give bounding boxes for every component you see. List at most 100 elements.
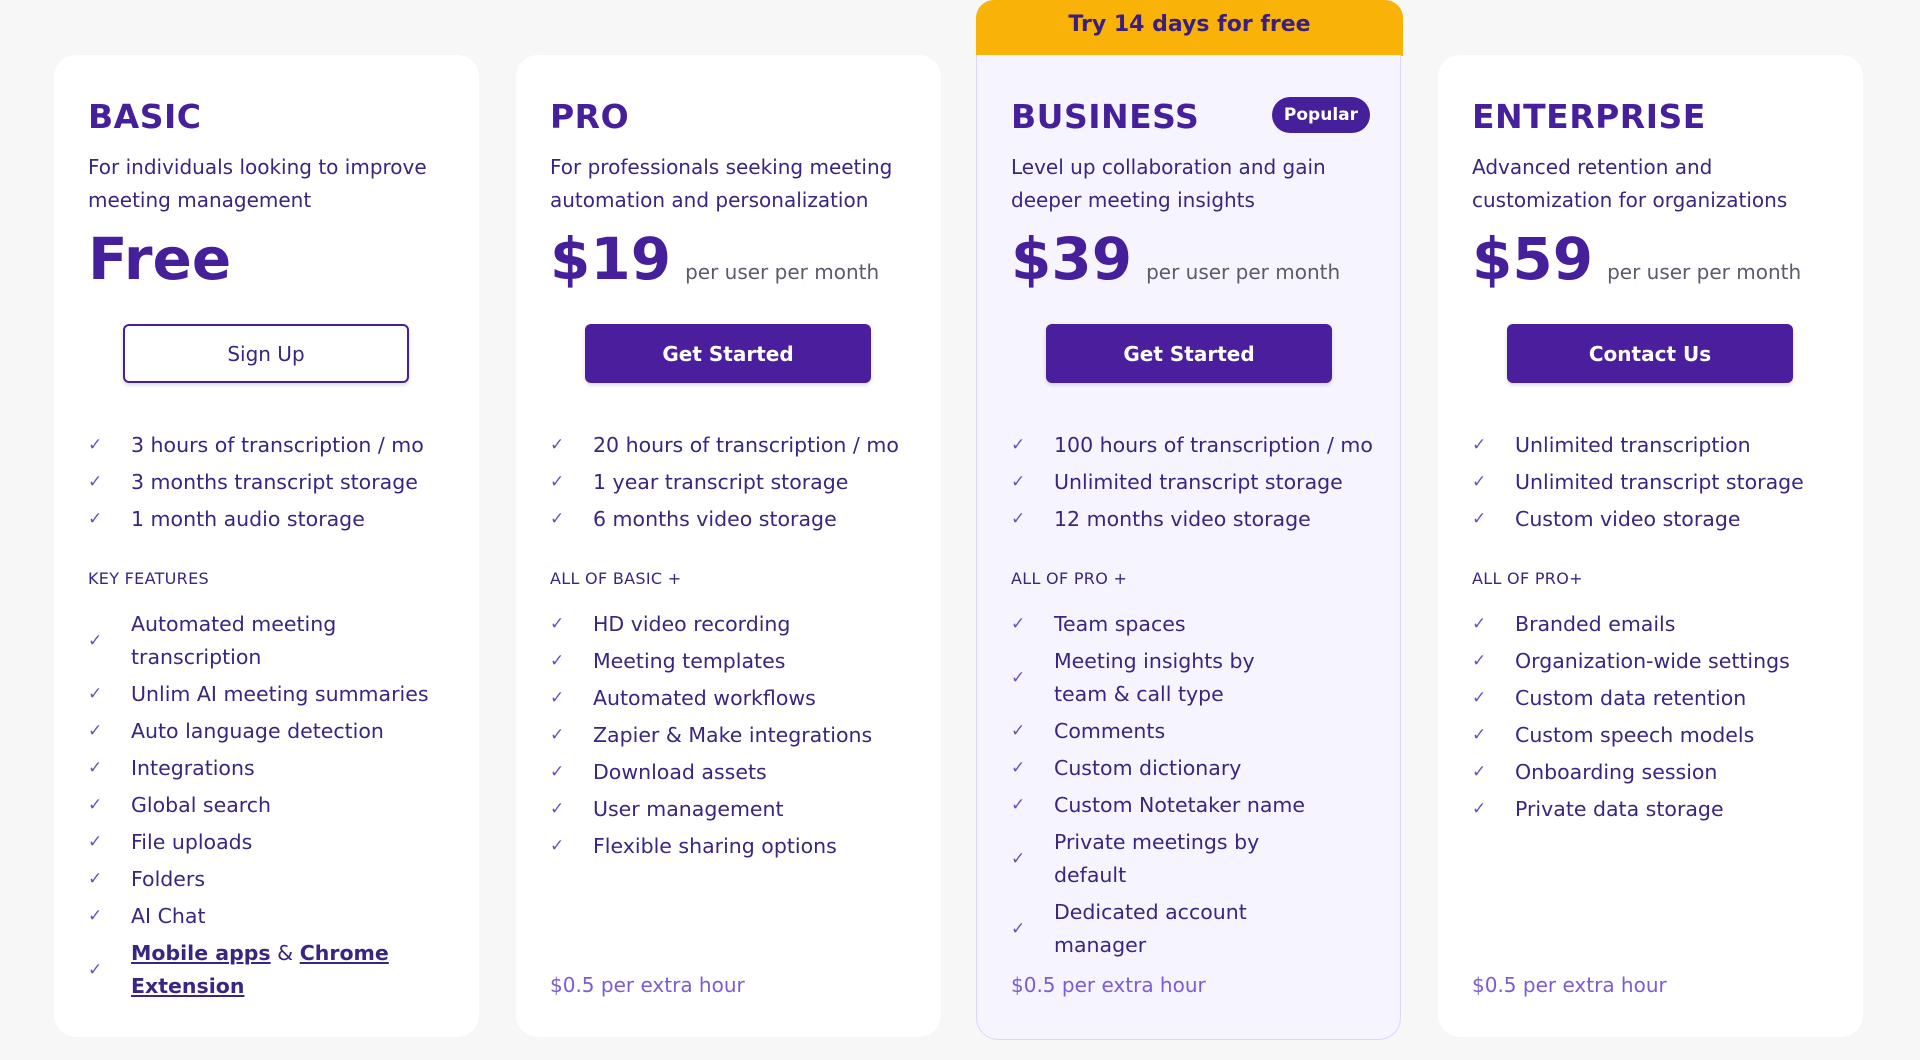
plan-title: BUSINESS <box>1011 97 1200 136</box>
feature-list: ✓ Branded emails ✓ Organization-wide settin… <box>1472 606 1862 828</box>
check-icon: ✓ <box>1011 614 1026 634</box>
check-icon: ✓ <box>550 762 565 782</box>
list-item: ✓ Meeting insights by team & call type <box>1011 643 1401 713</box>
plan-price: $19 per user per month <box>550 225 879 293</box>
plan-limits: ✓ 20 hours of transcription / mo ✓ 1 year t… <box>550 427 940 538</box>
list-item: ✓ Custom speech models <box>1472 717 1862 754</box>
list-item: ✓ 12 months video storage <box>1011 501 1401 538</box>
list-item: ✓ Onboarding session <box>1472 754 1862 791</box>
contact-us-button[interactable]: Contact Us <box>1507 324 1793 383</box>
limit-text: Custom video storage <box>1515 507 1741 531</box>
check-icon: ✓ <box>88 509 103 529</box>
feature-text: AI Chat <box>131 904 206 928</box>
list-item: ✓ File uploads <box>88 824 478 861</box>
plan-description: Advanced retention and customization for… <box>1472 155 1788 212</box>
check-icon: ✓ <box>1011 795 1026 815</box>
feature-text: Integrations <box>131 756 255 780</box>
check-icon: ✓ <box>550 725 565 745</box>
check-icon: ✓ <box>88 795 103 815</box>
feature-text: Custom Notetaker name <box>1054 793 1306 817</box>
plan-card-business: BUSINESS Popular Level up collaboration an… <box>976 55 1401 1040</box>
check-icon: ✓ <box>550 836 565 856</box>
check-icon: ✓ <box>88 435 103 455</box>
list-item: ✓ Private meetings by default <box>1011 824 1401 894</box>
feature-text: Unlim AI meeting summaries <box>131 682 429 706</box>
check-icon: ✓ <box>88 472 103 492</box>
feature-text: Custom data retention <box>1515 686 1747 710</box>
feature-text: Folders <box>131 867 206 891</box>
feature-text: Meeting insights by team & call type <box>1054 649 1255 706</box>
plan-price: Free <box>88 225 231 293</box>
feature-text: Organization-wide settings <box>1515 649 1790 673</box>
feature-list: ✓ HD video recording ✓ Meeting templates ✓ Au… <box>550 606 940 865</box>
sign-up-button[interactable]: Sign Up <box>123 324 409 383</box>
list-item: ✓ 6 months video storage <box>550 501 940 538</box>
plan-card-pro: PRO For professionals seeking meeting aut… <box>516 55 941 1037</box>
list-item: ✓ Automated meeting transcription <box>88 606 478 676</box>
limit-text: 20 hours of transcription / mo <box>593 433 899 457</box>
check-icon: ✓ <box>550 688 565 708</box>
price-period: per user per month <box>1146 260 1341 284</box>
check-icon: ✓ <box>1472 688 1487 708</box>
feature-text: Download assets <box>593 760 767 784</box>
check-icon: ✓ <box>1011 758 1026 778</box>
plan-title: PRO <box>550 97 630 136</box>
extra-hour-price: $0.5 per extra hour <box>1011 973 1206 997</box>
check-icon: ✓ <box>550 509 565 529</box>
feature-text: Meeting templates <box>593 649 786 673</box>
section-label: ALL OF BASIC + <box>550 569 682 588</box>
extra-hour-price: $0.5 per extra hour <box>1472 973 1667 997</box>
get-started-button[interactable]: Get Started <box>1046 324 1332 383</box>
feature-text: Branded emails <box>1515 612 1676 636</box>
price-amount: $39 <box>1011 225 1133 293</box>
list-item: ✓ Integrations <box>88 750 478 787</box>
list-item: ✓ Custom dictionary <box>1011 750 1401 787</box>
list-item: ✓ Comments <box>1011 713 1401 750</box>
price-period: per user per month <box>1607 260 1802 284</box>
section-label: KEY FEATURES <box>88 569 209 588</box>
list-item: ✓ Download assets <box>550 754 940 791</box>
price-amount: Free <box>88 225 232 293</box>
list-item: ✓ 100 hours of transcription / mo <box>1011 427 1401 464</box>
list-item: ✓ HD video recording <box>550 606 940 643</box>
feature-text: Comments <box>1054 719 1166 743</box>
plan-content: PRO For professionals seeking meeting aut… <box>550 55 911 1037</box>
feature-text: Team spaces <box>1054 612 1186 636</box>
plan-title: ENTERPRISE <box>1472 97 1706 136</box>
plan-card-basic: BASIC For individuals looking to improve … <box>54 55 479 1037</box>
list-item: ✓ 1 month audio storage <box>88 501 478 538</box>
feature-text: Auto language detection <box>131 719 384 743</box>
extra-hour-price: $0.5 per extra hour <box>550 973 745 997</box>
mobile-apps-link[interactable]: Mobile apps <box>131 941 271 965</box>
feature-text: Automated workflows <box>593 686 816 710</box>
limit-text: 12 months video storage <box>1054 507 1311 531</box>
get-started-button[interactable]: Get Started <box>585 324 871 383</box>
feature-text: HD video recording <box>593 612 791 636</box>
list-item: ✓ Unlimited transcript storage <box>1011 464 1401 501</box>
plan-card-enterprise: ENTERPRISE Advanced retention and customi… <box>1438 55 1863 1037</box>
plan-content: BUSINESS Popular Level up collaboration an… <box>1011 55 1373 1039</box>
plan-content: BASIC For individuals looking to improve … <box>88 55 449 1037</box>
plan-description: For professionals seeking meeting automa… <box>550 155 893 212</box>
check-icon: ✓ <box>550 651 565 671</box>
feature-text: Private meetings by default <box>1054 830 1260 887</box>
popular-badge: Popular <box>1271 97 1370 133</box>
check-icon: ✓ <box>88 630 103 651</box>
list-item: ✓ Custom video storage <box>1472 501 1862 538</box>
list-item: ✓ Custom Notetaker name <box>1011 787 1401 824</box>
chrome-extension-link[interactable]: Chrome Extension <box>131 941 389 998</box>
feature-text: User management <box>593 797 784 821</box>
list-item: ✓ Mobile apps & Chrome Extension <box>88 935 478 1005</box>
price-period: per user per month <box>685 260 880 284</box>
check-icon: ✓ <box>550 614 565 634</box>
plan-limits: ✓ 100 hours of transcription / mo ✓ Unlimit… <box>1011 427 1401 538</box>
check-icon: ✓ <box>1472 435 1487 455</box>
check-icon: ✓ <box>550 799 565 819</box>
feature-list: ✓ Automated meeting transcription ✓ Unlim A… <box>88 606 478 1005</box>
check-icon: ✓ <box>1472 614 1487 634</box>
feature-text: Custom dictionary <box>1054 756 1242 780</box>
limit-text: 3 months transcript storage <box>131 470 418 494</box>
check-icon: ✓ <box>88 906 103 926</box>
section-label: ALL OF PRO+ <box>1472 569 1583 588</box>
check-icon: ✓ <box>1011 509 1026 529</box>
